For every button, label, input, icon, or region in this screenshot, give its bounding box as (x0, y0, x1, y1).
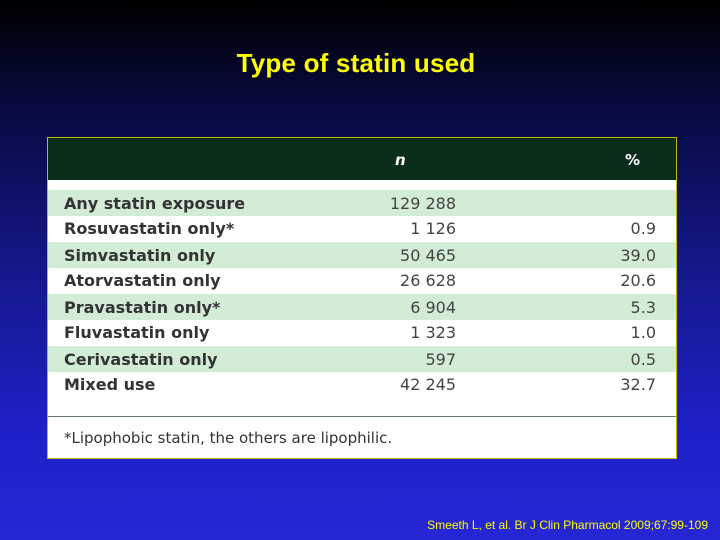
row-label: Fluvastatin only (64, 323, 210, 342)
table-row: Atorvastatin only 26 628 20.6 (48, 267, 676, 293)
row-n: 597 (425, 350, 456, 369)
row-percent: 32.7 (620, 375, 656, 394)
table-row: Any statin exposure 129 288 (48, 190, 676, 216)
table-footnote: *Lipophobic statin, the others are lipop… (64, 429, 393, 447)
table-row: Simvastatin only 50 465 39.0 (48, 242, 676, 268)
row-n: 1 323 (410, 323, 456, 342)
header-n: n (395, 151, 406, 169)
table-divider (48, 416, 676, 417)
row-n: 6 904 (410, 298, 456, 317)
citation: Smeeth L, et al. Br J Clin Pharmacol 200… (427, 518, 708, 532)
row-label: Mixed use (64, 375, 156, 394)
table-row: Fluvastatin only 1 323 1.0 (48, 319, 676, 345)
row-label: Pravastatin only* (64, 298, 221, 317)
table-row: Rosuvastatin only* 1 126 0.9 (48, 215, 676, 241)
row-percent: 0.9 (630, 219, 656, 238)
row-percent: 0.5 (630, 350, 656, 369)
row-label: Atorvastatin only (64, 271, 221, 290)
row-percent: 20.6 (620, 271, 656, 290)
row-n: 26 628 (400, 271, 456, 290)
row-n: 50 465 (400, 246, 456, 265)
table-row: Mixed use 42 245 32.7 (48, 371, 676, 397)
statin-table: n % Any statin exposure 129 288 Rosuvast… (47, 137, 677, 459)
row-percent: 5.3 (630, 298, 656, 317)
table-row: Cerivastatin only 597 0.5 (48, 346, 676, 372)
row-n: 42 245 (400, 375, 456, 394)
row-label: Rosuvastatin only* (64, 219, 235, 238)
row-n: 129 288 (389, 194, 456, 213)
slide-title: Type of statin used (236, 48, 476, 78)
row-label: Any statin exposure (64, 194, 246, 213)
row-label: Simvastatin only (64, 246, 216, 265)
row-percent: 39.0 (620, 246, 656, 265)
header-percent: % (625, 151, 641, 169)
row-percent: 1.0 (630, 323, 656, 342)
row-n: 1 126 (410, 219, 456, 238)
table-header: n % (48, 138, 676, 180)
table-row: Pravastatin only* 6 904 5.3 (48, 294, 676, 320)
row-label: Cerivastatin only (64, 350, 218, 369)
